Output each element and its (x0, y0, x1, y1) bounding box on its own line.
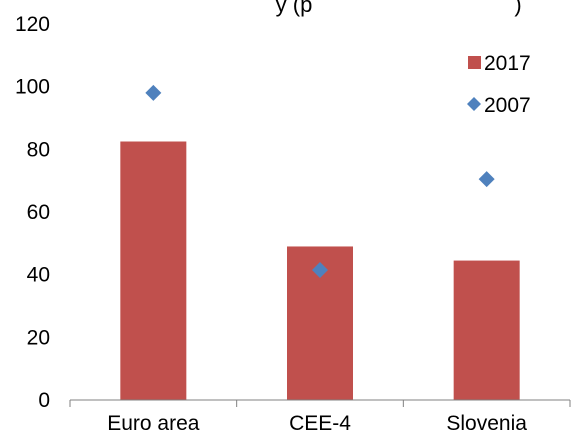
y-axis-ticks: 0 20 40 60 80 100 120 (15, 13, 50, 412)
legend-marker-2007 (467, 97, 481, 111)
y-tick-label: 100 (15, 76, 50, 99)
x-axis-labels: Euro area CEE-4 Slovenia (107, 412, 527, 435)
y-tick-label: 20 (27, 326, 50, 349)
chart-title-fragment-right: ) (514, 0, 521, 17)
y-tick-label: 120 (15, 13, 50, 36)
bar-2017 (120, 141, 187, 400)
marker-2007 (145, 84, 162, 101)
y-tick-label: 40 (27, 264, 50, 287)
y-tick-label: 80 (27, 138, 50, 161)
x-tick-label: Slovenia (446, 412, 527, 435)
chart-title-fragment: y (p (276, 0, 313, 17)
marker-2007 (312, 261, 328, 278)
legend-label-2007: 2007 (484, 94, 531, 117)
legend: 2017 2007 (467, 52, 531, 117)
y-tick-label: 0 (38, 389, 50, 412)
y-tick-label: 60 (27, 201, 50, 224)
x-tick-label: Euro area (107, 412, 200, 435)
bar-series-2017 (120, 141, 520, 400)
marker-series-2007 (145, 84, 495, 278)
x-axis-ticks (69, 400, 571, 407)
legend-label-2017: 2017 (484, 52, 531, 75)
legend-swatch-2017 (468, 56, 481, 69)
bar-2017 (453, 260, 520, 400)
marker-2007 (478, 171, 495, 188)
x-tick-label: CEE-4 (289, 412, 351, 435)
